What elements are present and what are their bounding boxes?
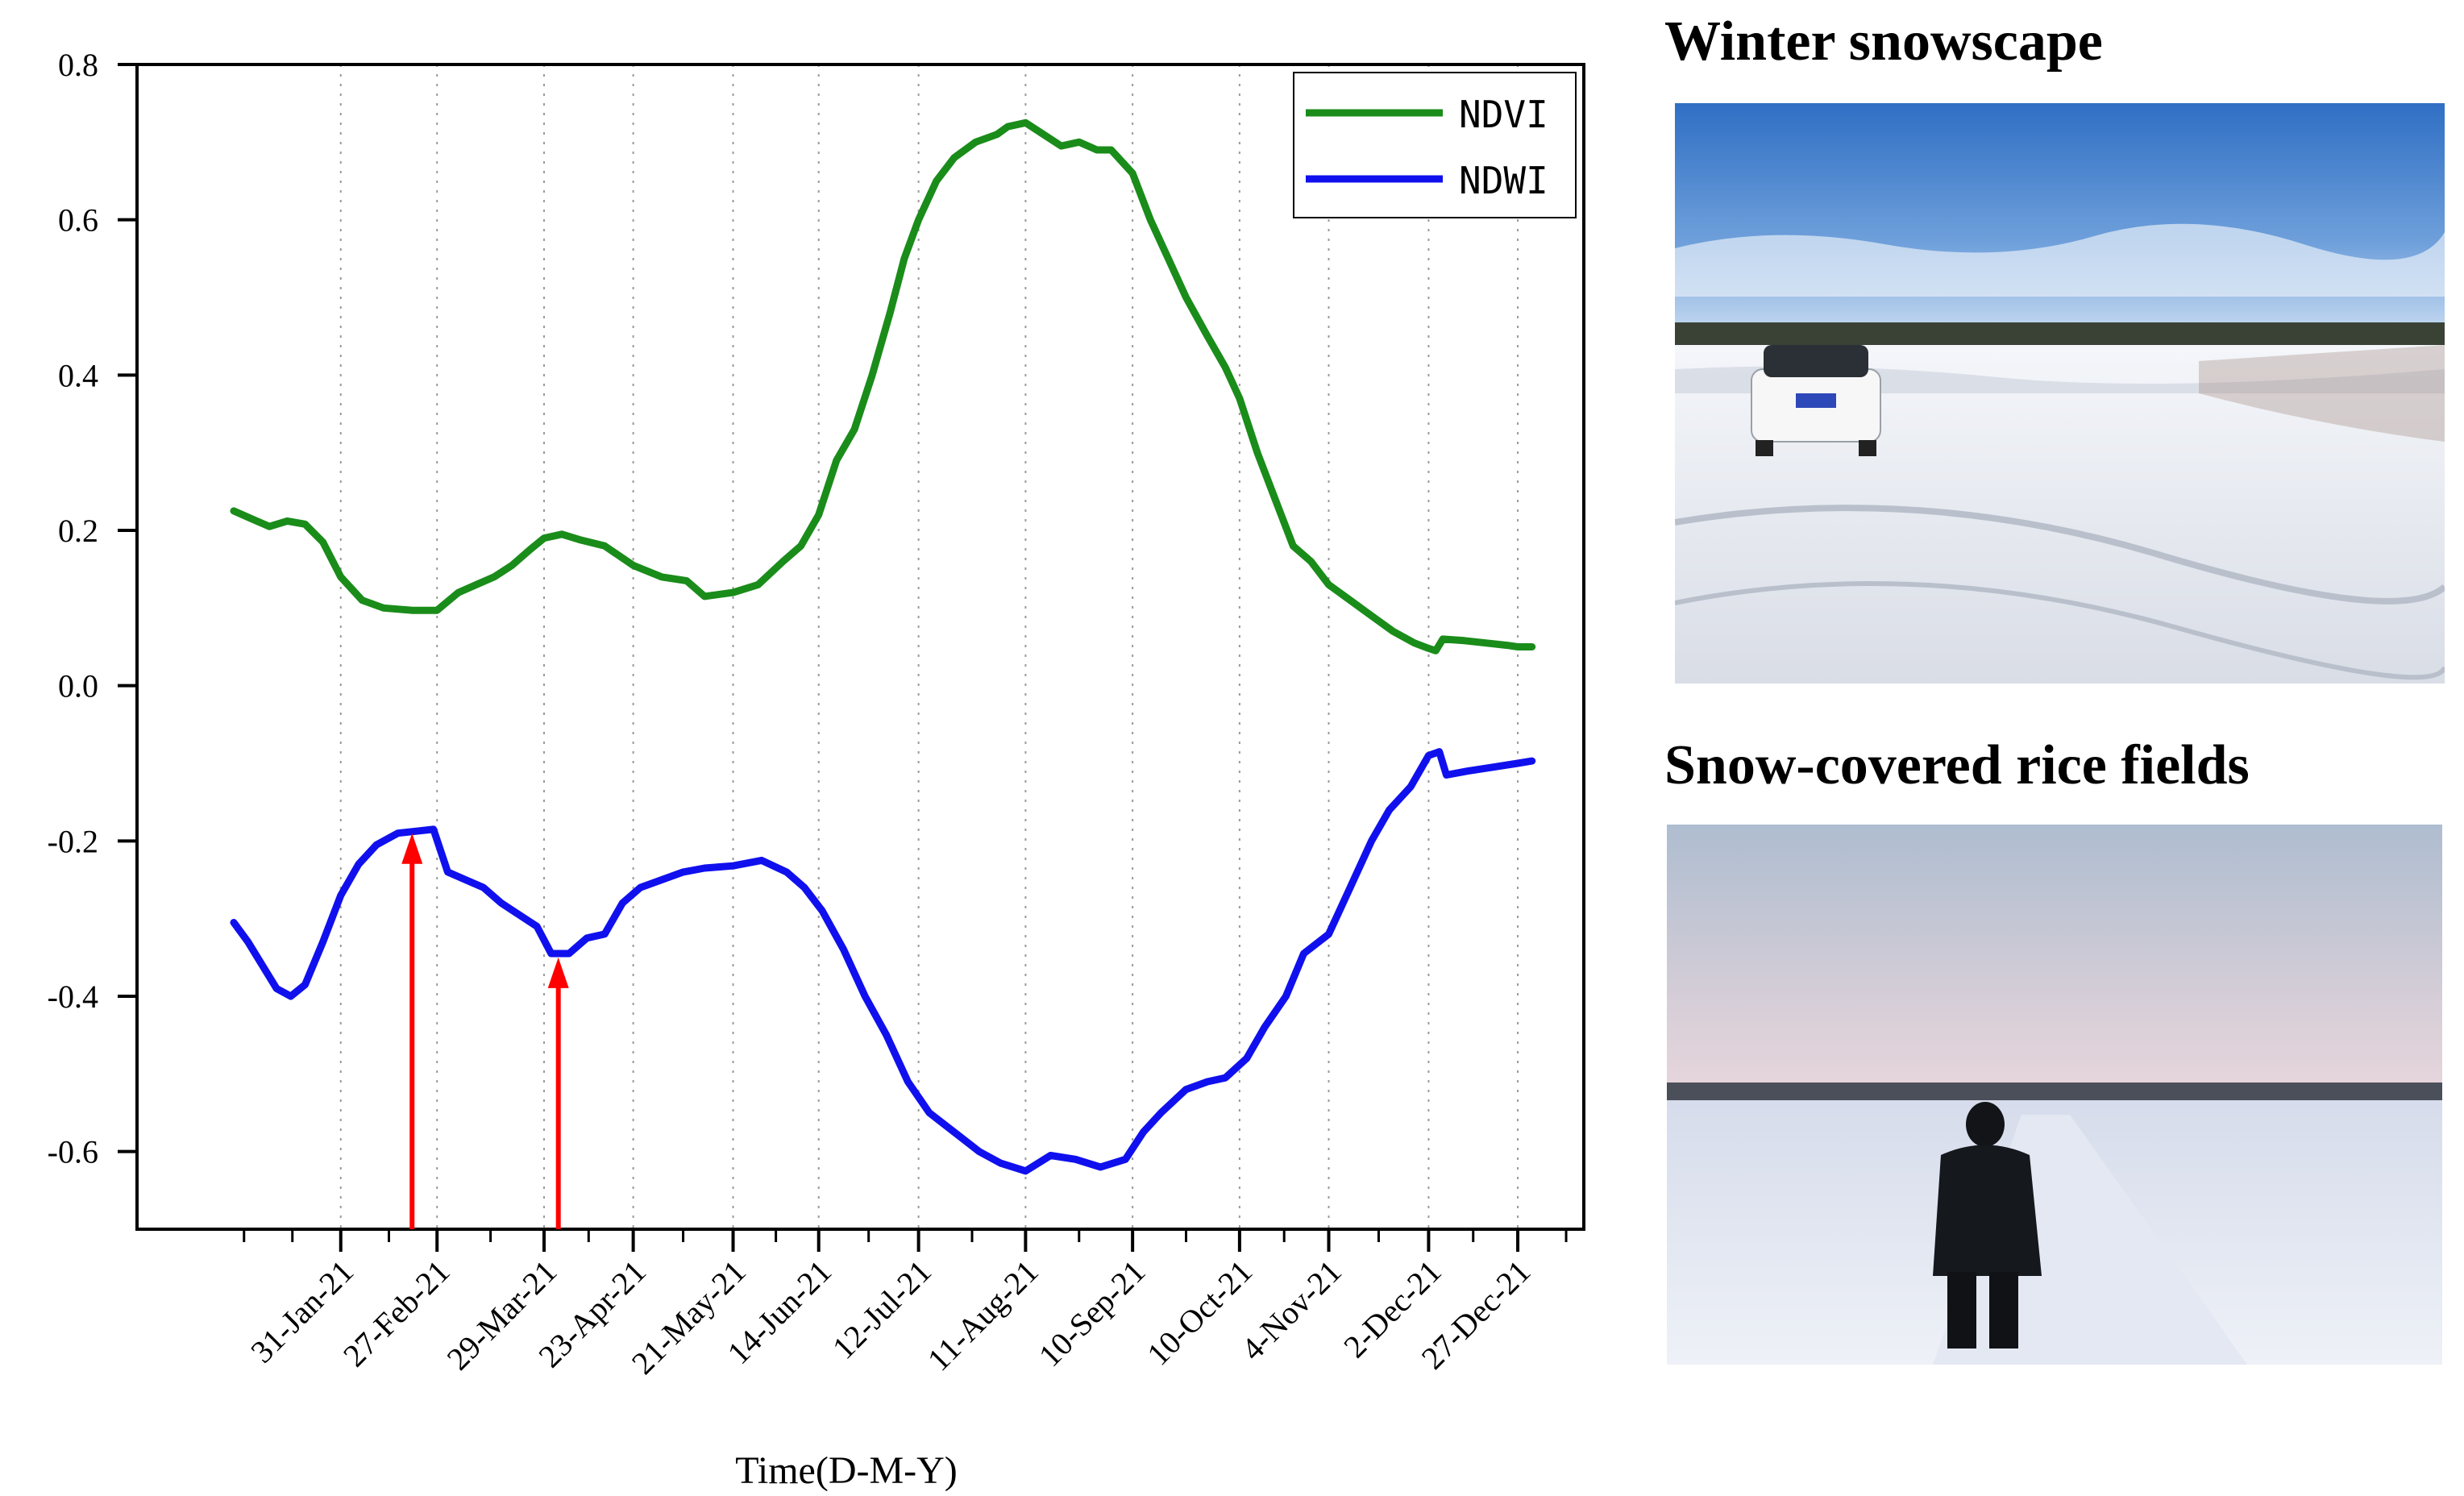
plot-frame — [135, 63, 1585, 1231]
winter-snowscape-photo — [1675, 103, 2445, 684]
legend: NDVI NDWI — [1293, 72, 1577, 218]
y-tick-label: 0.4 — [58, 357, 98, 393]
x-tick-label: 11-Aug-21 — [920, 1253, 1045, 1378]
y-tick-label: 0.6 — [58, 202, 98, 239]
photo-title-winter: Winter snowscape — [1664, 10, 2103, 73]
legend-label-ndwi: NDWI — [1459, 159, 1548, 202]
series-lines — [230, 118, 1536, 1175]
series-line-ndvi — [230, 118, 1536, 654]
y-tick-label: 0.0 — [58, 668, 98, 704]
x-axis-title: Time(D-M-Y) — [735, 1449, 958, 1492]
arrows — [401, 833, 569, 1229]
legend-label-ndvi: NDVI — [1459, 93, 1548, 136]
axes — [135, 63, 1585, 1231]
y-tick-label: 0.2 — [58, 513, 98, 549]
y-tick-labels: 0.8 0.6 0.4 0.2 0.0 -0.2 -0.4 -0.6 — [48, 47, 98, 1170]
arrow-head — [547, 957, 569, 988]
y-tick-label: -0.2 — [48, 823, 98, 859]
grid-lines — [339, 64, 1519, 1229]
x-tick-label: 10-Oct-21 — [1140, 1253, 1259, 1373]
snow-covered-rice-fields-photo — [1667, 825, 2442, 1365]
x-tick-label: 27-Feb-21 — [336, 1253, 457, 1374]
car-shape — [1751, 345, 1881, 456]
photo-title-rice-fields: Snow-covered rice fields — [1664, 734, 2250, 796]
arrow-head — [401, 833, 423, 864]
y-tick-label: 0.8 — [58, 47, 98, 83]
y-tick-label: -0.6 — [48, 1134, 98, 1170]
x-tick-label: 12-Jul-21 — [825, 1253, 938, 1366]
legend-box — [1293, 72, 1577, 218]
person-shape — [1933, 1102, 2042, 1348]
axis-ticks — [118, 63, 1568, 1252]
series-line-ndwi — [230, 748, 1536, 1175]
x-tick-label: 4-Nov-21 — [1234, 1253, 1348, 1368]
y-tick-label: -0.4 — [48, 979, 98, 1015]
x-tick-label: 10-Sep-21 — [1032, 1253, 1153, 1374]
x-tick-labels: 31-Jan-2127-Feb-2129-Mar-2123-Apr-2121-M… — [243, 1253, 1537, 1382]
